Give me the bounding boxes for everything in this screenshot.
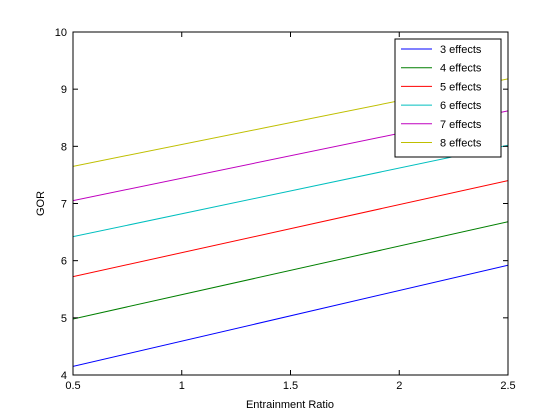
x-tick-label: 1 <box>179 380 185 392</box>
y-tick-label: 8 <box>61 141 67 153</box>
y-tick-label: 6 <box>61 256 67 268</box>
y-tick-label: 4 <box>61 370 67 382</box>
legend-label-4: 6 effects <box>440 100 482 112</box>
y-tick-label: 9 <box>61 84 67 96</box>
series-line-3 <box>73 180 508 278</box>
legend-label-6: 8 effects <box>440 138 482 150</box>
y-tick-label: 5 <box>61 313 67 325</box>
y-axis-label: GOR <box>35 191 47 216</box>
series-line-2 <box>73 221 508 320</box>
series-line-1 <box>73 264 508 367</box>
x-tick-label: 1.5 <box>283 380 298 392</box>
series-line-4 <box>73 144 508 238</box>
legend-label-5: 7 effects <box>440 119 482 131</box>
y-tick-label: 7 <box>61 199 67 211</box>
legend: 3 effects 4 effects 5 effects 6 effects 7 ef… <box>394 38 502 158</box>
x-tick-label: 2.5 <box>500 380 515 392</box>
x-tick-label: 0.5 <box>65 380 80 392</box>
legend-label-2: 4 effects <box>440 63 482 75</box>
legend-label-3: 5 effects <box>440 81 482 93</box>
x-axis-label: Entrainment Ratio <box>246 399 334 411</box>
legend-box <box>394 38 502 158</box>
x-tick-label: 2 <box>396 380 402 392</box>
legend-label-1: 3 effects <box>440 44 482 56</box>
y-tick-label: 10 <box>55 27 67 39</box>
